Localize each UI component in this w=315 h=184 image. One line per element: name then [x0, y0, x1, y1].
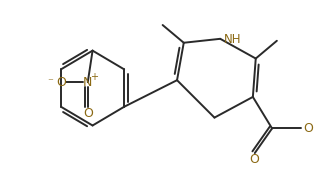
Text: O: O: [304, 122, 314, 135]
Text: O: O: [83, 107, 93, 120]
Text: O: O: [56, 76, 66, 89]
Text: O: O: [249, 153, 259, 167]
Text: ⁻: ⁻: [47, 77, 53, 87]
Text: +: +: [90, 72, 99, 82]
Text: NH: NH: [224, 33, 242, 46]
Text: N: N: [83, 76, 93, 89]
